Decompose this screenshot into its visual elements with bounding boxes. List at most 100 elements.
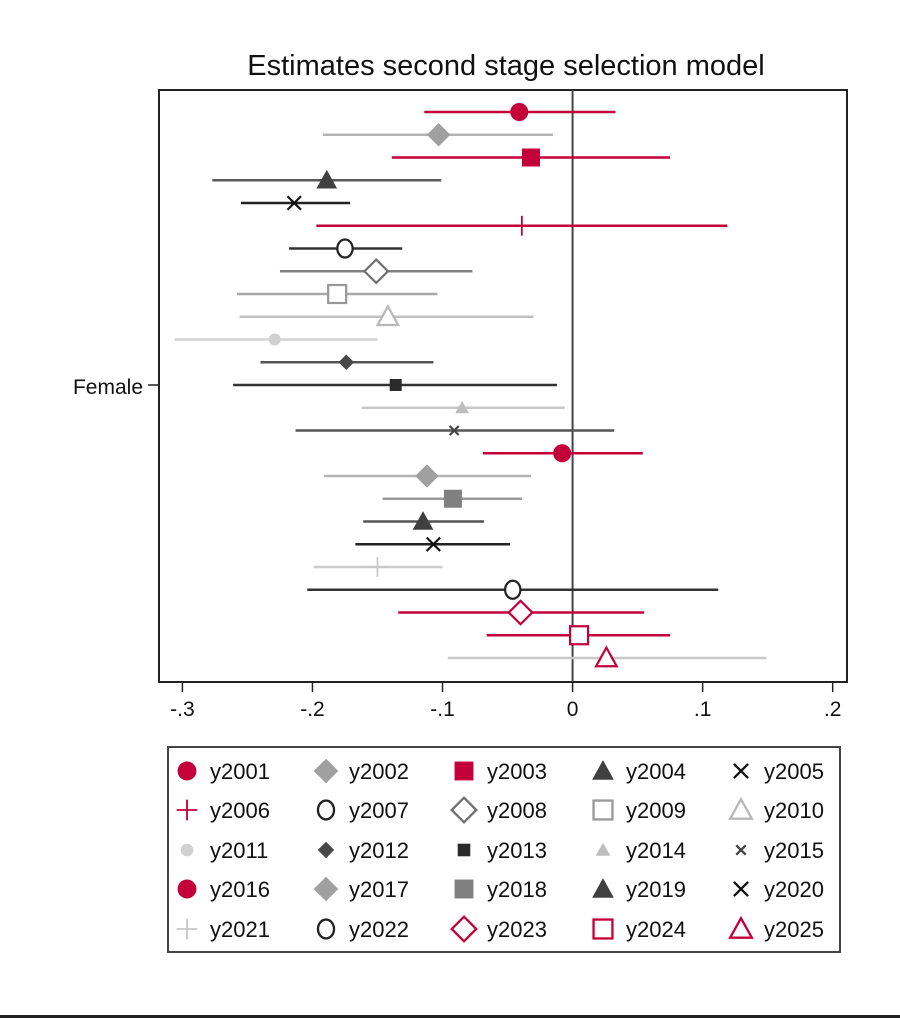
legend-marker-y2006 (176, 799, 198, 821)
point-y2005 (286, 195, 302, 211)
legend-label: y2004 (626, 759, 686, 784)
legend-item-y2016: y2016 (177, 877, 270, 902)
legend-label: y2009 (626, 798, 686, 823)
point-y2019 (412, 511, 434, 530)
legend-marker-y2003 (454, 761, 474, 781)
legend-marker-y2020 (733, 881, 749, 897)
legend-item-y2004: y2004 (592, 759, 686, 784)
y-category-label: Female (73, 376, 143, 399)
legend-item-y2012: y2012 (317, 838, 409, 863)
point-y2003 (521, 148, 540, 167)
legend-marker-y2025 (728, 915, 754, 939)
legend-label: y2011 (210, 838, 268, 863)
legend-item-y2018: y2018 (454, 877, 547, 902)
point-y2021 (367, 557, 388, 577)
point-y2016 (553, 444, 572, 463)
legend-item-y2005: y2005 (733, 759, 824, 784)
legend-label: y2012 (349, 838, 409, 863)
legend-label: y2017 (349, 877, 409, 902)
point-y2025 (594, 645, 619, 668)
point-y2008 (362, 257, 390, 285)
legend-item-y2013: y2013 (457, 838, 547, 863)
x-tick-label: 0 (567, 698, 579, 721)
point-y2010 (375, 304, 401, 327)
legend-label: y2005 (764, 759, 824, 784)
legend-marker-y2022 (316, 918, 336, 940)
point-y2022 (504, 579, 522, 600)
legend-marker-y2017 (313, 876, 339, 902)
legend-marker-y2013 (457, 843, 471, 857)
legend-label: y2022 (349, 917, 409, 942)
point-y2001 (510, 103, 529, 121)
bottom-divider (0, 1015, 900, 1018)
legend-marker-y2016 (177, 879, 197, 899)
legend-item-y2020: y2020 (733, 877, 824, 902)
point-y2013 (389, 379, 402, 391)
point-y2023 (507, 599, 534, 626)
point-y2012 (338, 354, 355, 371)
legend-label: y2007 (349, 798, 409, 823)
legend-item-y2015: y2015 (735, 838, 824, 863)
legend-marker-y2015 (735, 844, 747, 856)
legend-item-y2001: y2001 (177, 759, 270, 784)
legend-marker-y2001 (177, 761, 197, 781)
legend-marker-y2004 (592, 760, 614, 780)
legend-item-y2008: y2008 (450, 796, 547, 824)
legend-label: y2020 (764, 877, 824, 902)
legend-label: y2021 (210, 917, 270, 942)
point-y2004 (316, 169, 338, 189)
legend-marker-y2014 (595, 842, 611, 856)
x-tick-label: .1 (694, 698, 712, 721)
point-y2017 (415, 464, 439, 488)
point-y2006 (511, 215, 532, 236)
point-y2024 (568, 625, 590, 646)
point-y2014 (455, 400, 469, 414)
legend-item-y2022: y2022 (316, 917, 409, 942)
legend-label: y2001 (210, 759, 270, 784)
legend-label: y2024 (626, 917, 686, 942)
legend-label: y2018 (487, 877, 547, 902)
legend-item-y2023: y2023 (450, 915, 547, 943)
legend-marker-y2010 (728, 796, 754, 820)
point-y2018 (443, 489, 462, 508)
legend-label: y2008 (487, 798, 547, 823)
legend-label: y2014 (626, 838, 686, 863)
legend-marker-y2008 (450, 796, 478, 824)
legend-marker-y2002 (313, 758, 339, 784)
legend-item-y2002: y2002 (313, 758, 409, 784)
legend-item-y2006: y2006 (176, 798, 270, 823)
legend-marker-y2019 (592, 878, 614, 898)
x-tick-label: -.2 (300, 698, 325, 721)
legend-label: y2010 (764, 798, 824, 823)
legend-item-y2009: y2009 (592, 798, 686, 823)
legend-item-y2021: y2021 (176, 917, 270, 942)
legend-marker-y2018 (454, 879, 474, 899)
x-tick-label: -.1 (430, 698, 455, 721)
point-y2007 (336, 238, 354, 259)
legend-marker-y2007 (316, 799, 336, 821)
legend-label: y2015 (764, 838, 824, 863)
point-y2015 (448, 425, 460, 436)
legend-item-y2011: y2011 (180, 838, 268, 863)
legend-label: y2003 (487, 759, 547, 784)
legend-marker-y2009 (592, 799, 614, 821)
legend-marker-y2005 (733, 763, 749, 779)
legend-label: y2002 (349, 759, 409, 784)
legend-label: y2023 (487, 917, 547, 942)
legend-label: y2013 (487, 838, 547, 863)
x-tick-label: -.3 (170, 698, 195, 721)
legend-label: y2025 (764, 917, 824, 942)
legend-item-y2014: y2014 (595, 838, 686, 863)
legend-box (167, 746, 841, 953)
point-y2020 (425, 536, 441, 552)
legend-item-y2003: y2003 (454, 759, 547, 784)
chart-title: Estimates second stage selection model (247, 50, 764, 82)
legend-item-y2017: y2017 (313, 876, 409, 902)
legend-item-y2024: y2024 (592, 917, 686, 942)
legend-marker-y2012 (317, 841, 335, 859)
legend-marker-y2023 (450, 915, 478, 943)
legend-marker-y2011 (180, 843, 194, 857)
legend-marker-y2021 (176, 918, 198, 940)
legend-label: y2006 (210, 798, 270, 823)
